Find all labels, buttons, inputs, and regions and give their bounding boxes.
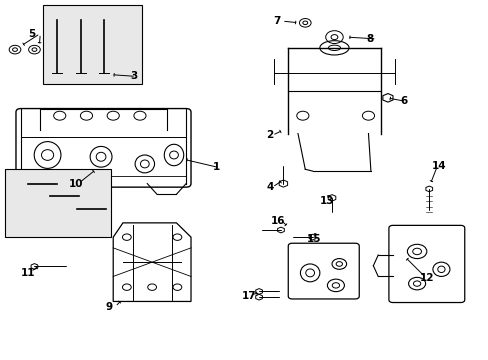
Text: 9: 9 xyxy=(106,302,113,312)
Text: 3: 3 xyxy=(130,71,137,81)
FancyBboxPatch shape xyxy=(42,5,142,84)
Text: 15: 15 xyxy=(306,234,321,244)
Text: 6: 6 xyxy=(399,96,407,107)
Text: 5: 5 xyxy=(28,28,35,39)
Text: 10: 10 xyxy=(68,179,83,189)
Text: 1: 1 xyxy=(212,162,220,172)
Text: 14: 14 xyxy=(431,161,446,171)
Text: 17: 17 xyxy=(242,291,256,301)
Text: 13: 13 xyxy=(319,197,334,206)
Text: 8: 8 xyxy=(366,34,372,44)
Text: 16: 16 xyxy=(271,216,285,226)
Text: 7: 7 xyxy=(273,16,281,26)
Text: 12: 12 xyxy=(419,273,433,283)
Text: 2: 2 xyxy=(266,130,273,140)
Text: 11: 11 xyxy=(21,268,35,278)
FancyBboxPatch shape xyxy=(5,169,111,237)
Text: 4: 4 xyxy=(266,182,273,192)
